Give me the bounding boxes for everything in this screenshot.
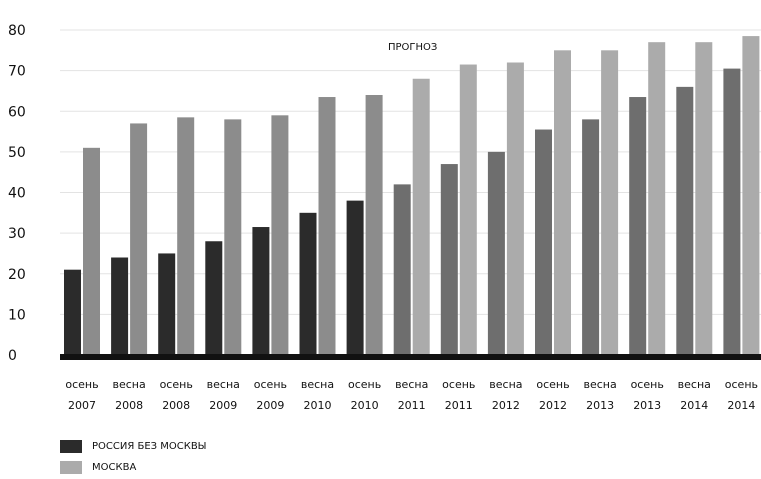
bar-moscow-12 bbox=[648, 42, 666, 355]
legend: РОССИЯ БЕЗ МОСКВЫ МОСКВА bbox=[60, 437, 207, 479]
y-tick-label: 80 bbox=[8, 23, 26, 39]
x-tick-label-year: 2014 bbox=[727, 399, 755, 412]
bar-moscow-11 bbox=[601, 50, 619, 355]
bar-moscow-8 bbox=[459, 64, 477, 355]
x-tick-label-year: 2009 bbox=[256, 399, 284, 412]
bars bbox=[64, 36, 760, 355]
x-tick-label-season: весна bbox=[678, 378, 711, 391]
legend-label-russia: РОССИЯ БЕЗ МОСКВЫ bbox=[92, 440, 207, 452]
bar-russia-10 bbox=[535, 129, 552, 355]
x-tick-label-year: 2008 bbox=[115, 399, 143, 412]
bar-moscow-10 bbox=[554, 50, 571, 355]
bar-russia-8 bbox=[440, 164, 458, 355]
bar-moscow-9 bbox=[506, 62, 524, 355]
x-tick-label-year: 2012 bbox=[492, 399, 520, 412]
bar-moscow-5 bbox=[318, 97, 336, 355]
bar-russia-3 bbox=[205, 241, 223, 355]
bar-moscow-7 bbox=[412, 78, 430, 355]
x-tick-label-season: осень bbox=[536, 378, 569, 391]
bar-moscow-6 bbox=[365, 95, 383, 355]
x-tick-label-year: 2007 bbox=[68, 399, 96, 412]
legend-swatch-moscow bbox=[60, 460, 82, 474]
bar-russia-13 bbox=[676, 86, 694, 355]
y-tick-label: 30 bbox=[8, 226, 26, 242]
legend-swatch-russia bbox=[60, 439, 82, 453]
x-tick-label-year: 2014 bbox=[680, 399, 708, 412]
x-tick-label-year: 2010 bbox=[304, 399, 332, 412]
bar-russia-11 bbox=[582, 119, 600, 355]
forecast-annotation: ПРОГНОЗ bbox=[388, 42, 437, 53]
bar-moscow-13 bbox=[695, 42, 713, 355]
x-tick-label-season: весна bbox=[489, 378, 522, 391]
x-tick-label-season: осень bbox=[725, 378, 758, 391]
bar-russia-7 bbox=[393, 184, 411, 355]
bar-russia-2 bbox=[158, 253, 176, 355]
bar-moscow-4 bbox=[271, 115, 289, 355]
x-tick-label-year: 2013 bbox=[586, 399, 614, 412]
bar-russia-0 bbox=[64, 269, 81, 355]
x-tick-label-season: осень bbox=[442, 378, 475, 391]
legend-item-moscow: МОСКВА bbox=[60, 458, 207, 476]
y-tick-label: 50 bbox=[8, 145, 26, 161]
bar-russia-6 bbox=[346, 200, 364, 355]
x-tick-label-season: осень bbox=[160, 378, 193, 391]
bar-russia-5 bbox=[299, 212, 317, 355]
y-tick-label: 10 bbox=[8, 307, 26, 323]
x-tick-label-season: весна bbox=[395, 378, 428, 391]
x-tick-label-year: 2008 bbox=[162, 399, 190, 412]
x-tick-label-season: осень bbox=[254, 378, 287, 391]
y-tick-label: 70 bbox=[8, 64, 26, 80]
y-tick-label: 60 bbox=[8, 104, 26, 120]
bar-moscow-1 bbox=[130, 123, 148, 355]
x-tick-label-season: весна bbox=[112, 378, 145, 391]
y-tick-label: 20 bbox=[8, 267, 26, 283]
bar-moscow-0 bbox=[83, 147, 100, 355]
legend-item-russia: РОССИЯ БЕЗ МОСКВЫ bbox=[60, 437, 207, 455]
bar-russia-1 bbox=[111, 257, 129, 355]
x-tick-label-season: весна bbox=[301, 378, 334, 391]
x-tick-label-season: осень bbox=[65, 378, 98, 391]
y-axis: 0 10 20 30 40 50 60 70 80 bbox=[8, 23, 26, 364]
y-tick-label: 0 bbox=[8, 348, 17, 364]
x-tick-label-season: весна bbox=[207, 378, 240, 391]
x-axis-baseline bbox=[60, 354, 761, 360]
bar-moscow-2 bbox=[177, 117, 195, 355]
bar-russia-4 bbox=[252, 227, 270, 355]
x-tick-label-season: осень bbox=[631, 378, 664, 391]
x-tick-label-year: 2009 bbox=[209, 399, 237, 412]
x-tick-label-year: 2013 bbox=[633, 399, 661, 412]
x-tick-label-season: весна bbox=[583, 378, 616, 391]
legend-label-moscow: МОСКВА bbox=[92, 461, 137, 473]
bar-russia-9 bbox=[487, 151, 505, 355]
x-tick-label-year: 2012 bbox=[539, 399, 567, 412]
bar-russia-12 bbox=[629, 97, 647, 355]
x-tick-label-year: 2011 bbox=[445, 399, 473, 412]
x-tick-label-season: осень bbox=[348, 378, 381, 391]
bar-moscow-14 bbox=[742, 36, 760, 355]
x-tick-label-year: 2010 bbox=[351, 399, 379, 412]
y-tick-label: 40 bbox=[8, 186, 26, 202]
x-axis: осень 2007 весна 2008 осень 2008 весна 2009 осен… bbox=[65, 378, 758, 412]
bar-russia-14 bbox=[723, 68, 741, 355]
bar-moscow-3 bbox=[224, 119, 242, 355]
x-tick-label-year: 2011 bbox=[398, 399, 426, 412]
